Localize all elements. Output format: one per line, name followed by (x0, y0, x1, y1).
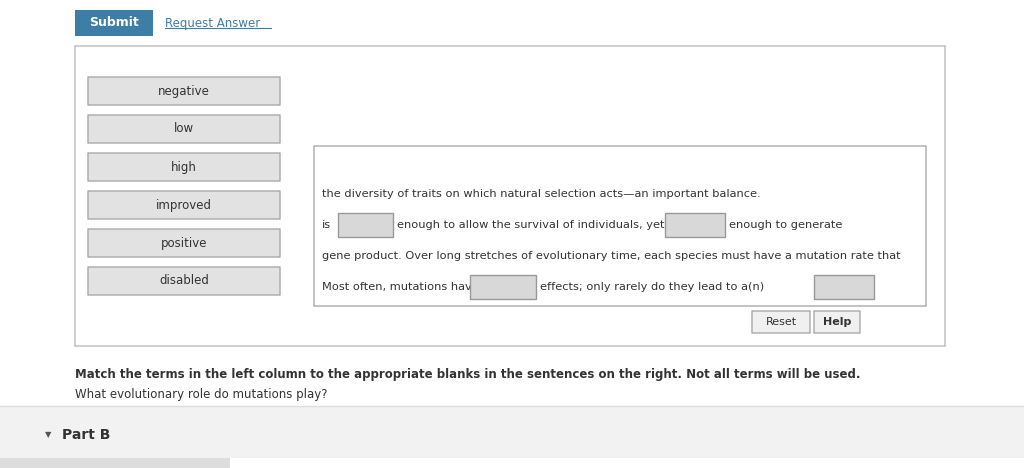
FancyBboxPatch shape (0, 406, 1024, 458)
FancyBboxPatch shape (470, 275, 536, 299)
FancyBboxPatch shape (88, 191, 280, 219)
Text: high: high (171, 161, 197, 174)
Text: Help: Help (823, 317, 851, 327)
Text: ▼: ▼ (45, 431, 51, 439)
FancyBboxPatch shape (88, 153, 280, 181)
Text: improved: improved (156, 198, 212, 212)
FancyBboxPatch shape (75, 46, 945, 346)
Text: What evolutionary role do mutations play?: What evolutionary role do mutations play… (75, 388, 328, 401)
FancyBboxPatch shape (88, 77, 280, 105)
Text: Most often, mutations have: Most often, mutations have (322, 282, 479, 292)
Text: enough to allow the survival of individuals, yet: enough to allow the survival of individu… (397, 220, 665, 230)
FancyBboxPatch shape (338, 213, 393, 237)
FancyBboxPatch shape (0, 458, 230, 468)
Text: the diversity of traits on which natural selection acts—an important balance.: the diversity of traits on which natural… (322, 189, 761, 199)
Text: Request Answer: Request Answer (165, 16, 260, 29)
FancyBboxPatch shape (88, 115, 280, 143)
Text: Part B: Part B (62, 428, 111, 442)
Text: enough to generate: enough to generate (729, 220, 843, 230)
FancyBboxPatch shape (88, 267, 280, 295)
Text: positive: positive (161, 236, 207, 249)
FancyBboxPatch shape (665, 213, 725, 237)
Text: low: low (174, 123, 195, 136)
FancyBboxPatch shape (88, 229, 280, 257)
FancyBboxPatch shape (814, 275, 874, 299)
Text: disabled: disabled (159, 275, 209, 287)
Text: gene product. Over long stretches of evolutionary time, each species must have a: gene product. Over long stretches of evo… (322, 251, 901, 261)
FancyBboxPatch shape (752, 311, 810, 333)
FancyBboxPatch shape (75, 10, 153, 36)
Text: Reset: Reset (765, 317, 797, 327)
FancyBboxPatch shape (314, 146, 926, 306)
Text: Match the terms in the left column to the appropriate blanks in the sentences on: Match the terms in the left column to th… (75, 368, 860, 381)
Text: effects; only rarely do they lead to a(n): effects; only rarely do they lead to a(n… (540, 282, 764, 292)
FancyBboxPatch shape (814, 311, 860, 333)
Text: Submit: Submit (89, 16, 139, 29)
Text: is: is (322, 220, 331, 230)
Text: negative: negative (158, 85, 210, 97)
